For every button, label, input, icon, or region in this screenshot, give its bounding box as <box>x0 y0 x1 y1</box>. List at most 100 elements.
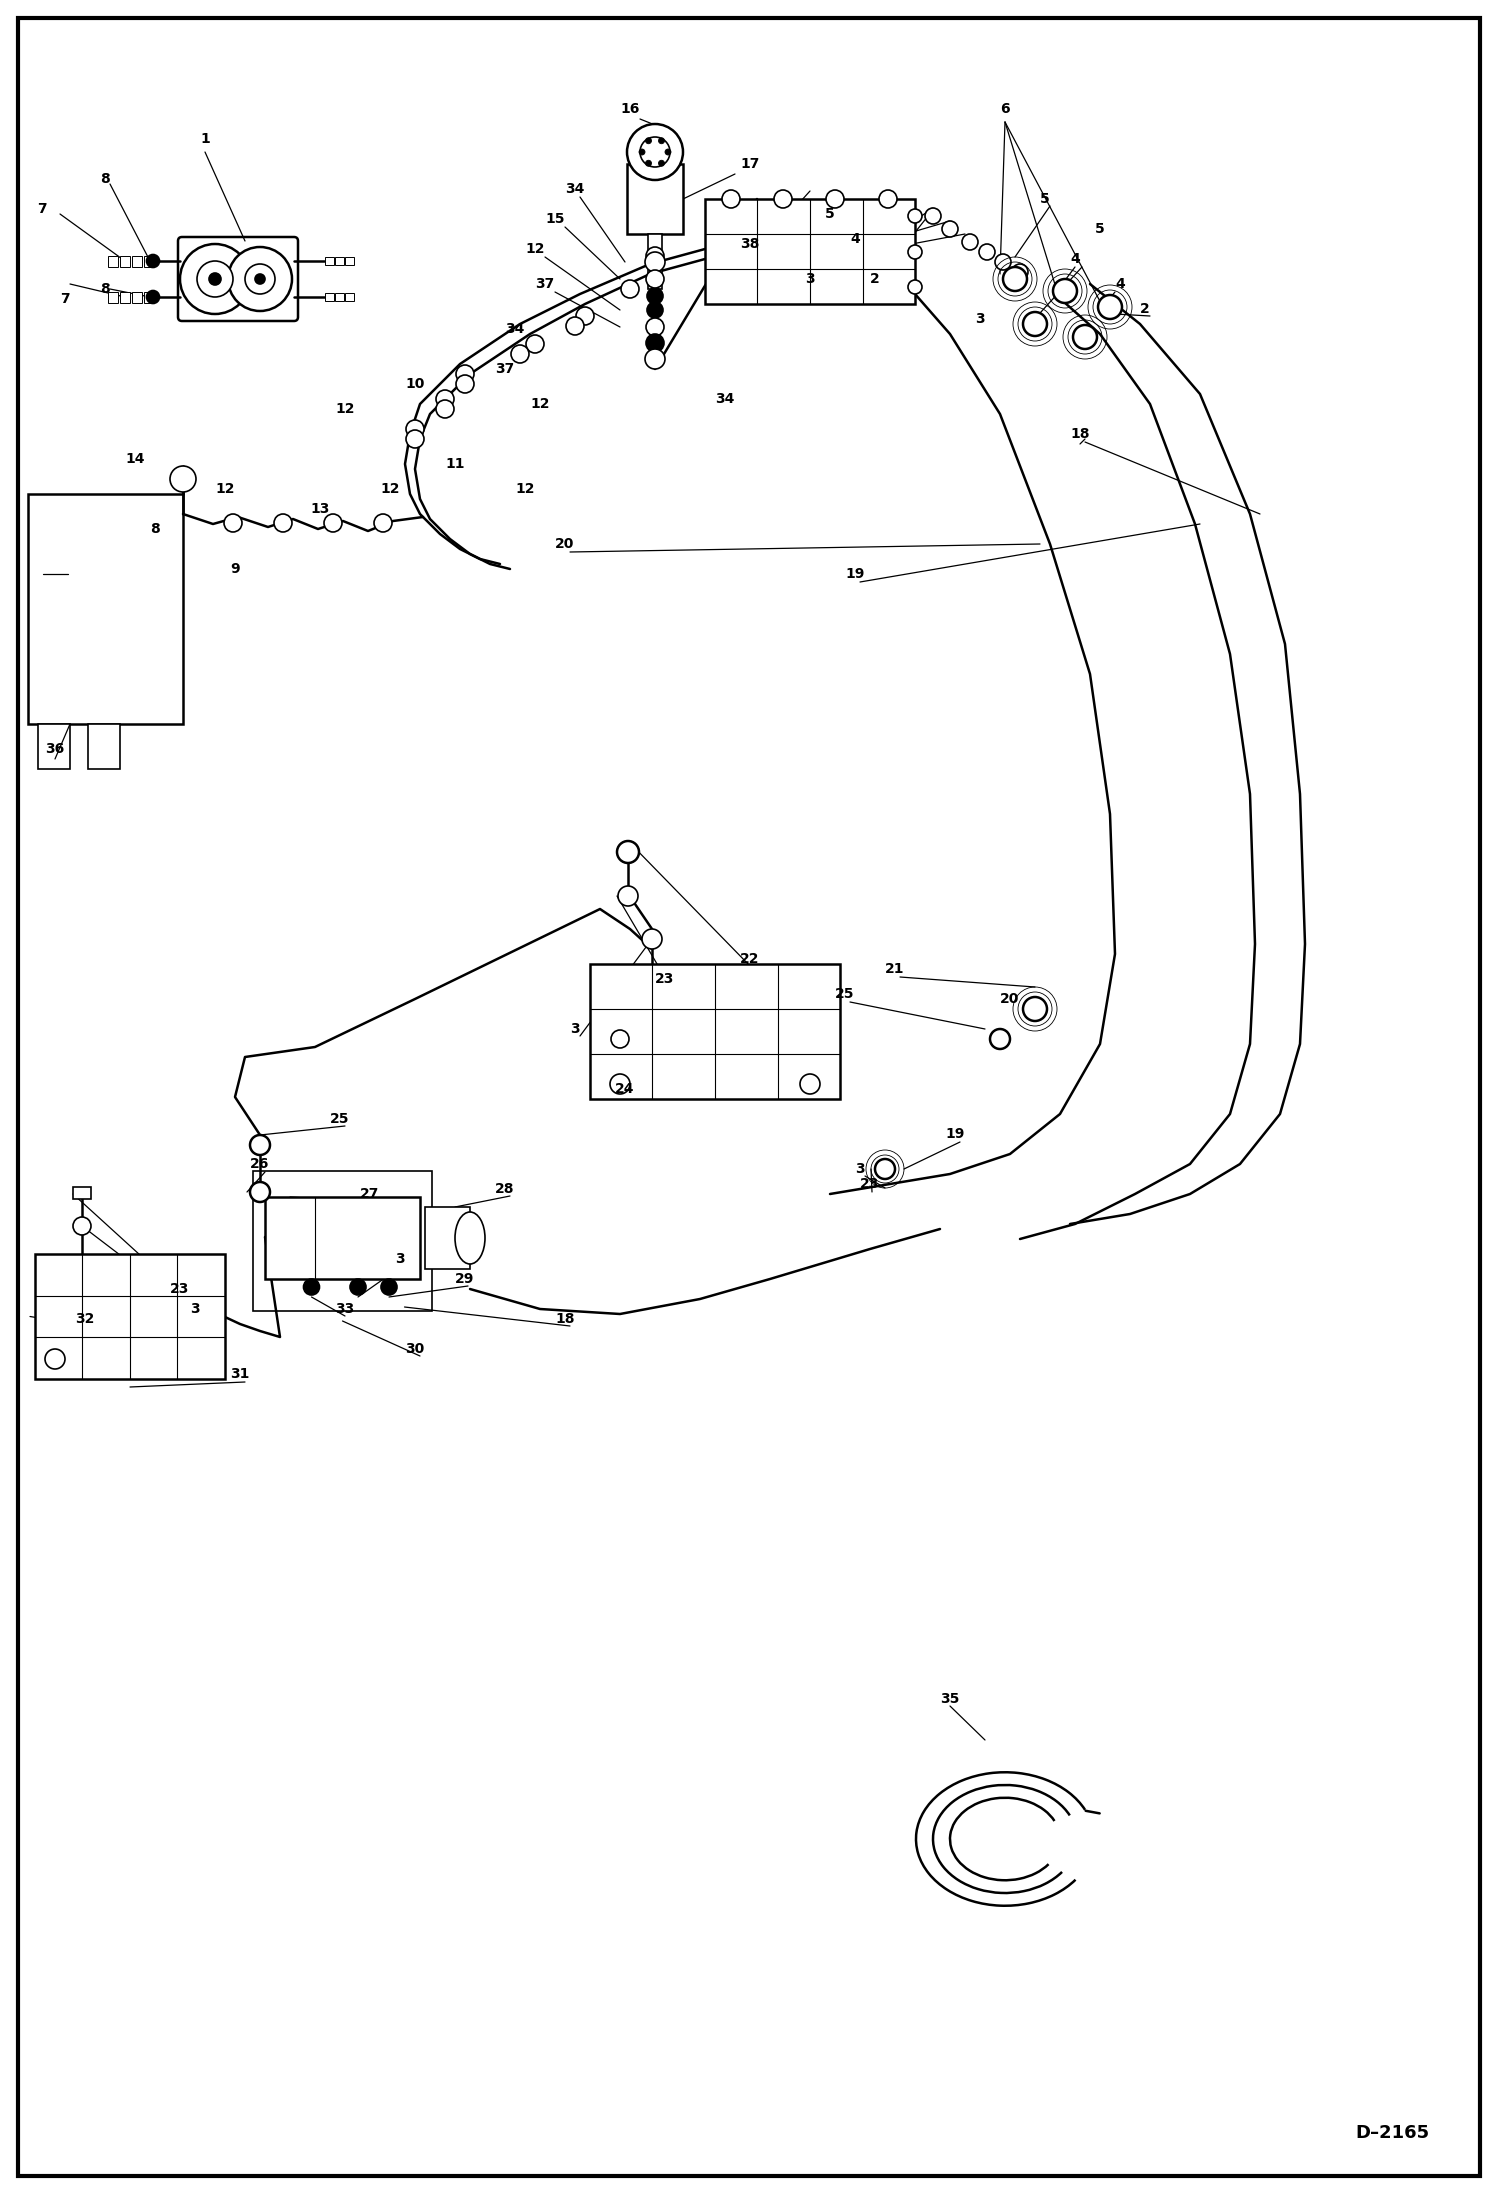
Text: D–2165: D–2165 <box>1356 2124 1429 2141</box>
Circle shape <box>908 208 921 224</box>
Text: 36: 36 <box>45 742 64 757</box>
Text: 4: 4 <box>1070 252 1080 265</box>
Circle shape <box>169 465 196 491</box>
Text: 2: 2 <box>1140 303 1150 316</box>
Circle shape <box>646 138 652 145</box>
Circle shape <box>198 261 234 296</box>
Circle shape <box>406 419 424 439</box>
Circle shape <box>73 1218 91 1235</box>
Circle shape <box>908 246 921 259</box>
Text: 3: 3 <box>571 1022 580 1036</box>
Text: 33: 33 <box>336 1301 355 1316</box>
Circle shape <box>990 1029 1010 1049</box>
Text: 11: 11 <box>445 456 464 472</box>
Ellipse shape <box>455 1211 485 1264</box>
Text: 25: 25 <box>836 987 855 1000</box>
Circle shape <box>304 1279 319 1294</box>
Text: 22: 22 <box>740 952 759 965</box>
Circle shape <box>611 1029 629 1049</box>
Text: 12: 12 <box>336 402 355 417</box>
Circle shape <box>962 235 978 250</box>
Text: 31: 31 <box>231 1367 250 1380</box>
Bar <box>108 255 118 265</box>
Circle shape <box>628 125 683 180</box>
Circle shape <box>825 191 843 208</box>
Text: 27: 27 <box>361 1187 379 1200</box>
Text: 15: 15 <box>545 213 565 226</box>
Text: 37: 37 <box>496 362 515 375</box>
Bar <box>265 1198 419 1279</box>
Circle shape <box>942 222 959 237</box>
Text: 38: 38 <box>740 237 759 250</box>
Circle shape <box>455 364 473 384</box>
Text: 5: 5 <box>1095 222 1106 237</box>
Bar <box>132 292 142 303</box>
Text: 14: 14 <box>126 452 145 465</box>
Bar <box>706 200 915 305</box>
Bar <box>325 257 334 265</box>
Circle shape <box>324 513 342 531</box>
Text: 32: 32 <box>75 1312 94 1325</box>
Text: 4: 4 <box>851 233 860 246</box>
Circle shape <box>351 1279 366 1294</box>
Text: 12: 12 <box>216 483 235 496</box>
Text: 30: 30 <box>406 1343 424 1356</box>
Text: 20: 20 <box>556 538 575 551</box>
Circle shape <box>210 272 222 285</box>
Text: 3: 3 <box>395 1253 404 1266</box>
Circle shape <box>643 928 662 950</box>
Bar <box>345 294 354 301</box>
Text: 8: 8 <box>100 171 109 186</box>
Text: 35: 35 <box>941 1692 960 1707</box>
Circle shape <box>406 430 424 448</box>
Circle shape <box>1053 279 1077 303</box>
Bar <box>37 724 70 770</box>
Bar <box>88 724 120 770</box>
Bar <box>144 292 154 303</box>
Circle shape <box>436 399 454 419</box>
Text: 3: 3 <box>190 1301 199 1316</box>
Text: 2: 2 <box>870 272 879 285</box>
Circle shape <box>875 1158 894 1178</box>
Bar <box>28 494 183 724</box>
Circle shape <box>577 307 595 325</box>
Circle shape <box>659 160 665 167</box>
Circle shape <box>924 208 941 224</box>
Bar <box>144 255 154 265</box>
Bar <box>132 255 142 265</box>
Bar <box>120 292 130 303</box>
Circle shape <box>619 886 638 906</box>
Circle shape <box>228 248 292 312</box>
Circle shape <box>646 318 664 336</box>
Circle shape <box>665 149 671 156</box>
Circle shape <box>908 281 921 294</box>
Circle shape <box>646 333 664 351</box>
Text: 7: 7 <box>37 202 46 215</box>
Text: 5: 5 <box>1040 193 1050 206</box>
Circle shape <box>374 513 392 531</box>
Circle shape <box>995 255 1011 270</box>
Circle shape <box>659 138 665 145</box>
Circle shape <box>436 391 454 408</box>
Text: 23: 23 <box>171 1281 190 1297</box>
Circle shape <box>1023 996 1047 1020</box>
Text: 12: 12 <box>526 241 545 257</box>
Circle shape <box>255 274 265 283</box>
Circle shape <box>380 1279 397 1294</box>
Text: 3: 3 <box>975 312 984 327</box>
Text: 29: 29 <box>455 1273 475 1286</box>
Text: 34: 34 <box>716 393 734 406</box>
Bar <box>345 257 354 265</box>
Circle shape <box>610 1075 631 1095</box>
Bar <box>649 235 662 255</box>
Text: 7: 7 <box>60 292 70 305</box>
Circle shape <box>640 149 646 156</box>
Text: 16: 16 <box>620 101 640 116</box>
Circle shape <box>1073 325 1097 349</box>
Text: 9: 9 <box>231 562 240 577</box>
Circle shape <box>225 513 243 531</box>
Circle shape <box>647 287 664 305</box>
Bar <box>108 292 118 303</box>
Text: 23: 23 <box>655 972 674 985</box>
Bar <box>120 255 130 265</box>
